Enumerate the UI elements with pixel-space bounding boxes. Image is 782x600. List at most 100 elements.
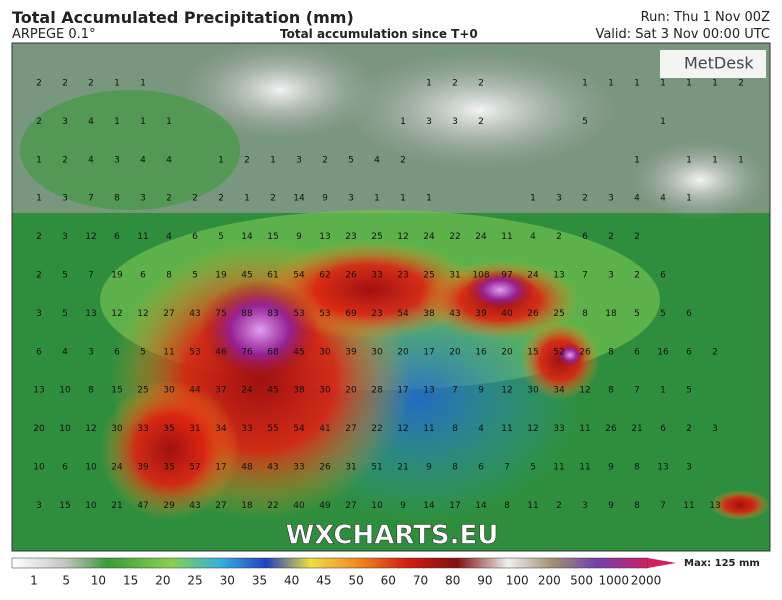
grid-value: 62 — [319, 271, 330, 281]
grid-value: 21 — [397, 463, 408, 473]
grid-value: 2 — [478, 79, 484, 89]
grid-value: 10 — [33, 463, 45, 473]
grid-value: 38 — [423, 309, 435, 319]
grid-value: 83 — [267, 309, 278, 319]
grid-value: 1 — [114, 79, 120, 89]
grid-value: 44 — [189, 386, 201, 396]
grid-value: 10 — [59, 386, 71, 396]
grid-value: 11 — [501, 232, 512, 242]
logo-text: MetDesk — [684, 54, 754, 73]
grid-value: 6 — [192, 232, 198, 242]
grid-value: 4 — [166, 155, 172, 165]
grid-value: 3 — [36, 309, 42, 319]
grid-value: 10 — [59, 424, 71, 434]
colorbar-label: 1000 — [599, 574, 630, 588]
grid-value: 25 — [371, 232, 382, 242]
grid-value: 1 — [426, 79, 432, 89]
grid-value: 7 — [88, 271, 94, 281]
grid-value: 61 — [267, 271, 278, 281]
grid-value: 6 — [634, 347, 640, 357]
colorbar-label: 50 — [348, 574, 363, 588]
grid-value: 31 — [345, 463, 356, 473]
grid-value: 19 — [215, 271, 227, 281]
grid-value: 1 — [738, 155, 744, 165]
grid-value: 2 — [634, 232, 640, 242]
grid-value: 17 — [449, 501, 460, 511]
grid-value: 24 — [111, 463, 123, 473]
grid-value: 21 — [631, 424, 642, 434]
grid-value: 11 — [501, 424, 512, 434]
grid-value: 18 — [241, 501, 253, 511]
grid-value: 2 — [62, 155, 68, 165]
colorbar-label: 5 — [62, 574, 70, 588]
grid-value: 8 — [452, 424, 458, 434]
grid-value: 1 — [244, 194, 250, 204]
grid-value: 53 — [189, 347, 200, 357]
grid-value: 24 — [241, 386, 253, 396]
grid-value: 1 — [608, 79, 614, 89]
grid-value: 53 — [293, 309, 304, 319]
grid-value: 4 — [88, 117, 94, 127]
grid-value: 26 — [319, 463, 331, 473]
grid-value: 20 — [397, 347, 409, 357]
grid-value: 1 — [270, 155, 276, 165]
grid-value: 40 — [501, 309, 513, 319]
grid-value: 26 — [579, 347, 591, 357]
grid-value: 7 — [660, 501, 666, 511]
grid-value: 39 — [137, 463, 149, 473]
grid-value: 8 — [634, 501, 640, 511]
grid-value: 2 — [608, 232, 614, 242]
colorbar-label: 25 — [187, 574, 202, 588]
grid-value: 31 — [449, 271, 460, 281]
grid-value: 12 — [85, 424, 96, 434]
grid-value: 43 — [449, 309, 460, 319]
grid-value: 11 — [137, 232, 148, 242]
grid-value: 24 — [527, 271, 539, 281]
grid-value: 15 — [267, 232, 278, 242]
grid-value: 11 — [553, 463, 564, 473]
colorbar-label: 1 — [30, 574, 38, 588]
grid-value: 11 — [423, 424, 434, 434]
grid-value: 8 — [166, 271, 172, 281]
grid-value: 1 — [712, 155, 718, 165]
grid-value: 55 — [267, 424, 278, 434]
grid-value: 5 — [218, 232, 224, 242]
grid-value: 4 — [166, 232, 172, 242]
grid-value: 5 — [686, 386, 692, 396]
grid-value: 3 — [62, 194, 68, 204]
grid-value: 9 — [426, 463, 432, 473]
grid-value: 12 — [397, 232, 408, 242]
grid-value: 46 — [215, 347, 227, 357]
grid-value: 5 — [140, 347, 146, 357]
grid-value: 8 — [88, 386, 94, 396]
grid-value: 25 — [553, 309, 564, 319]
colorbar-label: 90 — [477, 574, 492, 588]
grid-value: 10 — [85, 501, 97, 511]
colorbar-label: 35 — [252, 574, 267, 588]
grid-value: 23 — [397, 271, 408, 281]
grid-value: 2 — [478, 117, 484, 127]
grid-value: 25 — [137, 386, 148, 396]
colorbar-label: 500 — [570, 574, 593, 588]
grid-value: 10 — [85, 463, 97, 473]
grid-value: 6 — [114, 347, 120, 357]
grid-value: 7 — [452, 386, 458, 396]
grid-value: 41 — [319, 424, 330, 434]
grid-value: 5 — [660, 309, 666, 319]
grid-value: 1 — [634, 155, 640, 165]
grid-value: 2 — [244, 155, 250, 165]
grid-value: 23 — [371, 309, 382, 319]
grid-value: 54 — [293, 424, 305, 434]
grid-value: 4 — [478, 424, 484, 434]
grid-value: 3 — [712, 424, 718, 434]
grid-value: 1 — [582, 79, 588, 89]
grid-value: 3 — [582, 501, 588, 511]
grid-value: 13 — [553, 271, 564, 281]
grid-value: 12 — [501, 386, 512, 396]
grid-value: 43 — [189, 309, 200, 319]
grid-value: 1 — [660, 117, 666, 127]
grid-value: 8 — [634, 463, 640, 473]
grid-value: 75 — [215, 309, 226, 319]
